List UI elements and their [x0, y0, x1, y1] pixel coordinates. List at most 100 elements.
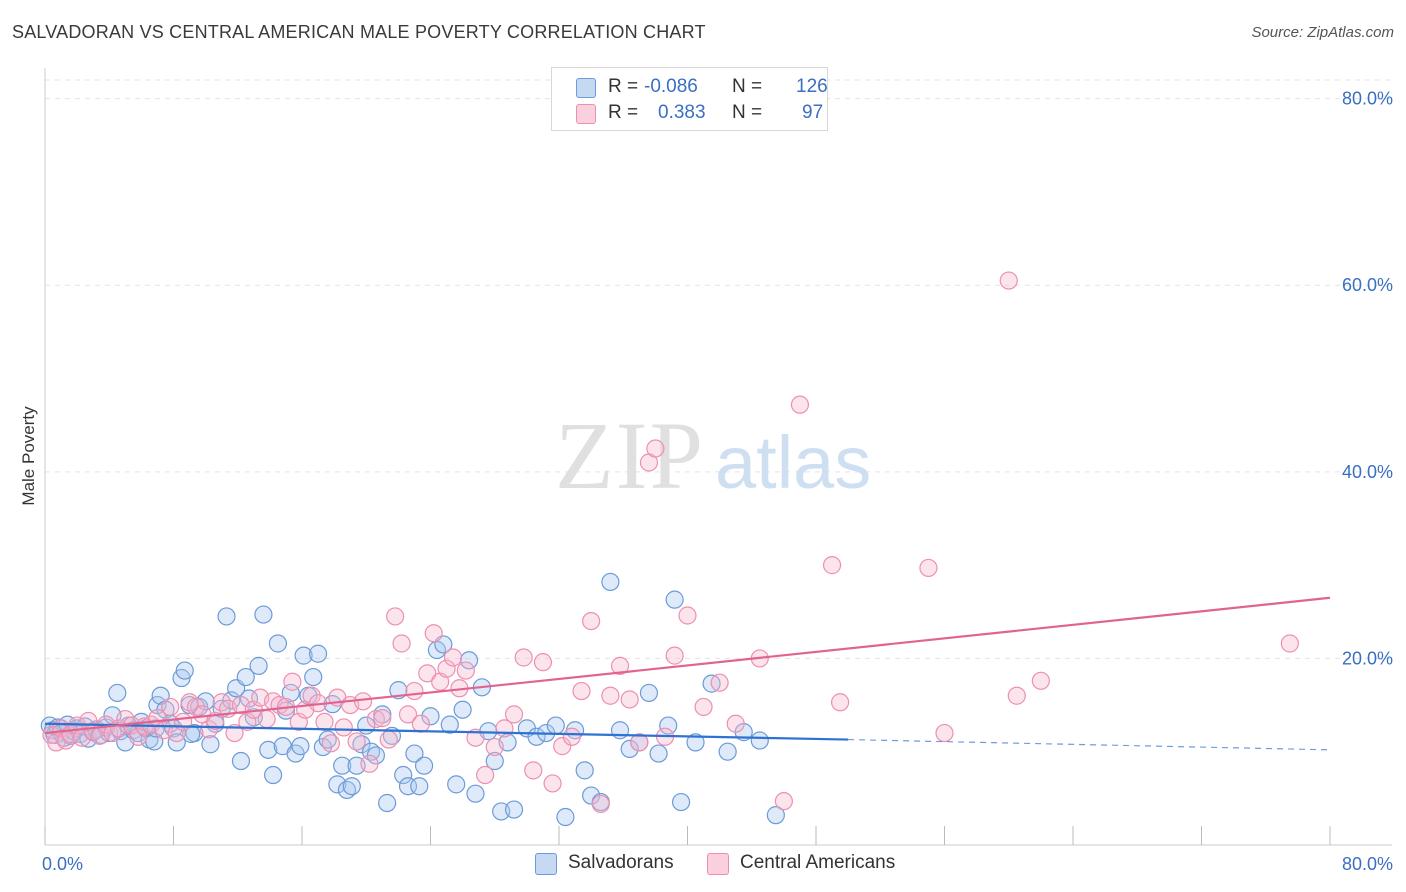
y-tick-label-3: 80.0% [1342, 89, 1393, 109]
salvadorans-trend-line [44, 722, 849, 741]
central-americans-point-56 [392, 634, 411, 653]
salvadorans-point-99 [504, 800, 524, 819]
central-americans-point-101 [1007, 686, 1026, 705]
n-label: N = [732, 102, 763, 123]
central-americans-point-28 [212, 693, 231, 712]
y-axis-label: Male Poverty [19, 406, 38, 506]
central-americans-point-20 [161, 697, 180, 717]
central-americans-point-71 [504, 705, 524, 724]
trend-lines [44, 596, 1331, 751]
salvadorans-point-54 [263, 765, 283, 785]
central-americans-point-63 [437, 659, 456, 678]
central-americans-point-69 [485, 737, 504, 757]
central-americans-point-74 [533, 653, 553, 672]
central-americans-point-84 [630, 733, 649, 752]
axes [44, 68, 1392, 846]
salvadorans-point-48 [236, 667, 255, 687]
gridlines [45, 79, 1392, 659]
salvadorans-point-115 [659, 716, 678, 735]
salvadorans-point-81 [394, 765, 413, 785]
salvadorans-point-111 [620, 739, 639, 759]
salvadorans-point-113 [639, 683, 659, 703]
chart-title: SALVADORAN VS CENTRAL AMERICAN MALE POVE… [12, 22, 706, 42]
central-americans-point-99 [935, 723, 954, 743]
x-tick-label-max: 80.0% [1342, 854, 1393, 874]
salvadorans-point-53 [259, 740, 278, 759]
salvadorans-point-63 [304, 667, 323, 687]
central-americans-point-75 [543, 774, 562, 793]
n-value: 97 [802, 102, 824, 123]
central-americans-point-80 [591, 794, 610, 814]
salvadorans-point-86 [421, 707, 440, 726]
salvadorans-point-44 [217, 607, 236, 626]
salvadorans-point-47 [231, 751, 251, 771]
watermark-zip: ZIP [555, 402, 705, 509]
y-tick-label-1: 40.0% [1342, 462, 1393, 482]
central-americans-point-102 [1031, 671, 1050, 690]
salvadorans-point-68 [328, 775, 347, 794]
correlation-legend: R = -0.086 N = 126 R = 0.383 N = 97 [551, 67, 828, 131]
central-americans-point-97 [830, 693, 850, 712]
central-americans-point-35 [257, 709, 276, 729]
salvadorans-point-106 [575, 761, 594, 780]
central-americans-point-52 [366, 709, 385, 729]
salvadorans-point-83 [405, 744, 424, 763]
central-americans-trend-line [44, 596, 1331, 735]
central-americans-point-47 [334, 718, 353, 737]
salvadorans-point-73 [352, 735, 371, 754]
r-value: 0.383 [658, 102, 706, 123]
central-americans-point-57 [398, 705, 418, 724]
salvadorans-point-123 [766, 806, 785, 825]
r-label: R = [608, 102, 639, 123]
legend-swatch-pink [707, 853, 729, 875]
central-americans-point-67 [466, 728, 485, 747]
salvadorans-point-51 [249, 656, 268, 675]
central-americans-point-94 [774, 792, 793, 811]
central-americans-point-72 [514, 648, 533, 667]
central-americans-point-82 [610, 656, 630, 675]
salvadorans-point-90 [447, 775, 466, 794]
central-americans-point-51 [360, 754, 379, 773]
x-tick-label-min: 0.0% [42, 854, 83, 874]
central-americans-point-55 [386, 607, 405, 626]
central-americans-point-59 [411, 714, 430, 733]
tick-labels: 20.0% 40.0% 60.0% 80.0% 0.0% 80.0% [42, 89, 1393, 874]
salvadorans-point-118 [686, 733, 705, 752]
watermark-atlas: atlas [715, 421, 871, 504]
central-americans-point-78 [572, 681, 591, 701]
central-americans-point-50 [353, 692, 373, 711]
central-americans-point-49 [347, 732, 366, 751]
central-americans-point-83 [620, 690, 639, 709]
legend-label: Salvadorans [568, 852, 674, 873]
central-americans-point-24 [186, 697, 206, 717]
central-americans-point-92 [726, 714, 745, 733]
salvadorans-point-61 [294, 646, 313, 665]
y-tick-label-2: 60.0% [1342, 275, 1393, 295]
central-americans-point-95 [790, 395, 810, 414]
salvadorans-point-91 [453, 700, 472, 719]
central-americans-point-30 [225, 723, 244, 743]
central-americans-point-53 [373, 709, 392, 728]
salvadorans-point-103 [546, 716, 565, 735]
central-americans-point-86 [646, 439, 665, 458]
central-americans-point-22 [174, 712, 193, 731]
legend-swatch-pink [576, 104, 596, 124]
salvadorans-point-120 [718, 742, 737, 761]
central-americans-point-60 [418, 664, 437, 683]
central-americans-point-21 [167, 723, 186, 743]
central-americans-point-58 [405, 681, 424, 701]
n-label: N = [732, 76, 763, 97]
central-americans-points [42, 271, 1299, 814]
salvadorans-point-109 [601, 572, 620, 592]
salvadorans-point-85 [414, 756, 434, 775]
salvadorans-point-78 [378, 793, 397, 813]
salvadorans-point-69 [333, 756, 352, 775]
n-value: 126 [796, 76, 828, 97]
central-americans-point-88 [665, 646, 684, 665]
central-americans-point-54 [379, 730, 398, 749]
central-americans-point-98 [919, 558, 938, 578]
salvadorans-point-41 [201, 735, 220, 754]
salvadorans-point-93 [466, 784, 485, 803]
central-americans-point-100 [999, 271, 1018, 290]
